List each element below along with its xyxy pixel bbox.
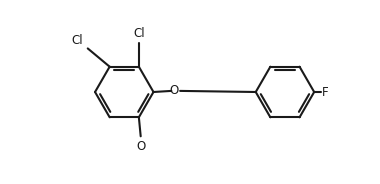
- Text: Cl: Cl: [133, 27, 145, 40]
- Text: Cl: Cl: [72, 34, 83, 47]
- Text: O: O: [169, 84, 178, 97]
- Text: O: O: [136, 140, 145, 153]
- Text: F: F: [322, 86, 329, 98]
